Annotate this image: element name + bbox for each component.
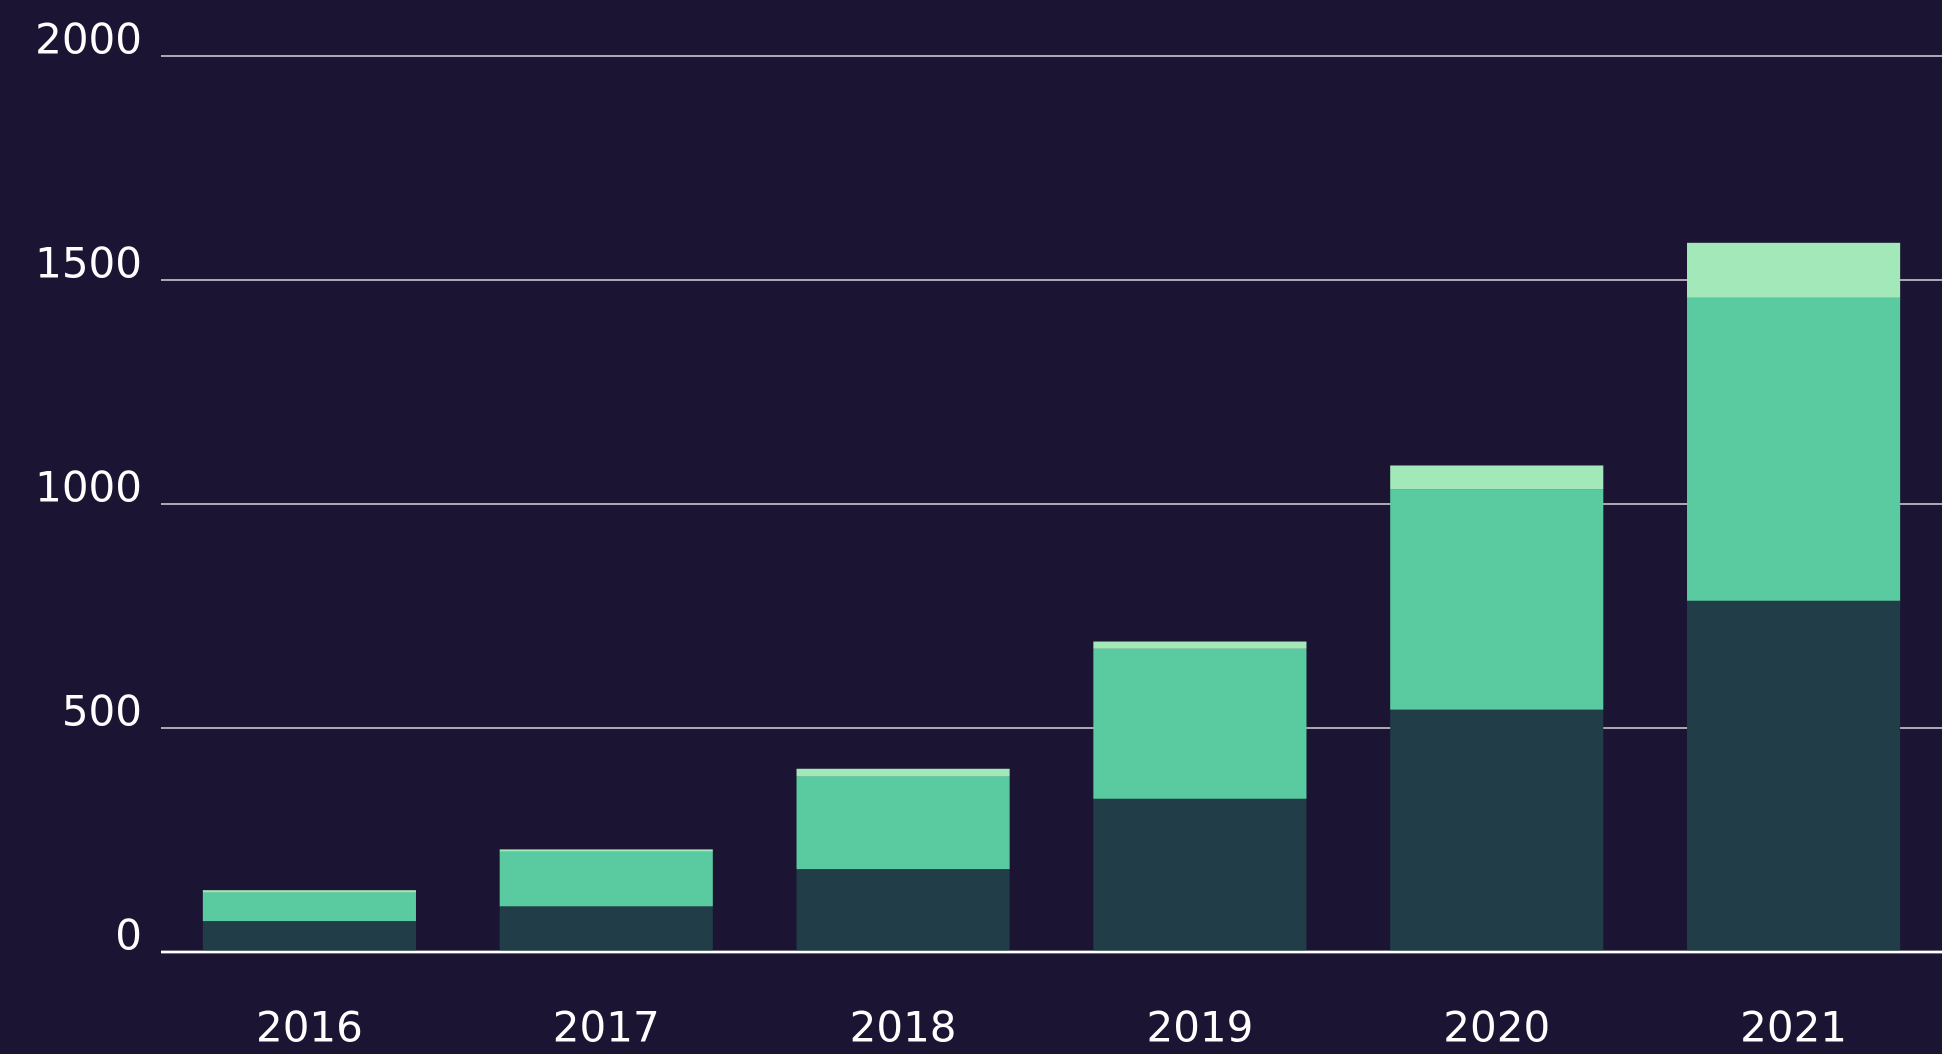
x-tick-label: 2016 <box>256 1003 363 1052</box>
bar-segment <box>499 906 713 952</box>
bar-segment <box>1687 600 1901 952</box>
bar-segment <box>1687 297 1901 601</box>
bar-segment <box>202 921 416 952</box>
bar-segment <box>202 890 416 893</box>
bar-segment <box>1687 242 1901 298</box>
y-tick-label: 0 <box>115 911 142 960</box>
bar-segment <box>499 849 713 852</box>
bar-segment <box>1093 641 1307 649</box>
y-tick-label: 500 <box>62 687 142 736</box>
bar-segment <box>202 892 416 922</box>
bar-segment <box>1390 489 1604 710</box>
y-tick-label: 1500 <box>35 239 142 288</box>
bar-segment <box>1093 648 1307 799</box>
bar-segment <box>499 851 713 907</box>
bar-segment <box>796 768 1010 777</box>
bar-segment <box>796 776 1010 870</box>
y-tick-label: 1000 <box>35 463 142 512</box>
x-tick-label: 2017 <box>553 1003 660 1052</box>
x-tick-label: 2018 <box>850 1003 957 1052</box>
bar-segment <box>1093 798 1307 952</box>
x-tick-label: 2019 <box>1146 1003 1253 1052</box>
bar-segment <box>1390 465 1604 490</box>
bar-segment <box>796 869 1010 952</box>
bar-segment <box>1390 709 1604 952</box>
x-tick-label: 2021 <box>1740 1003 1847 1052</box>
x-tick-label: 2020 <box>1443 1003 1550 1052</box>
y-tick-label: 2000 <box>35 15 142 64</box>
